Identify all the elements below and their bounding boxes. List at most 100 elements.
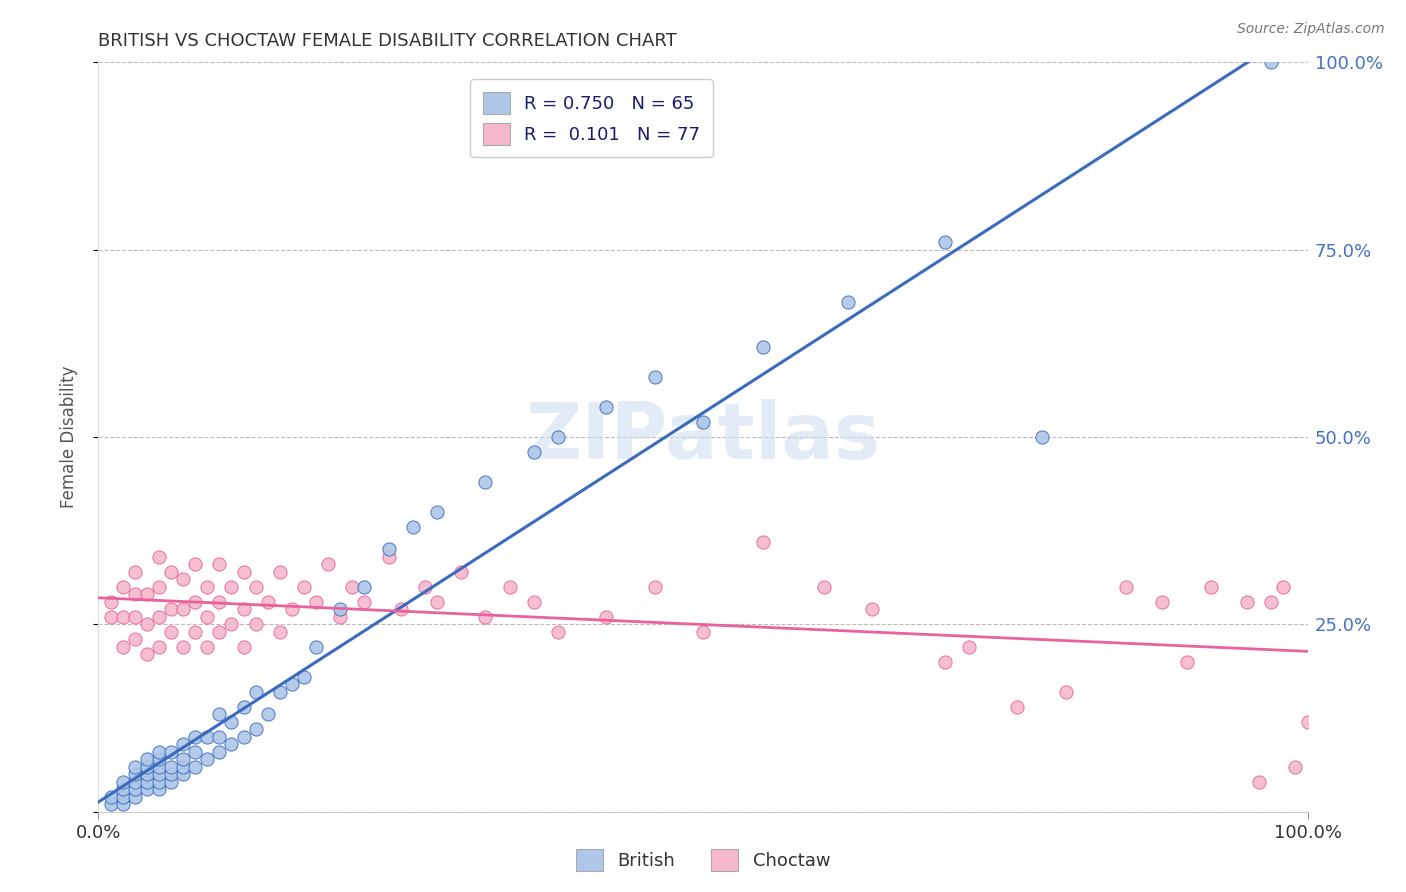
Point — [111, 789, 134, 804]
Point — [281, 677, 304, 691]
Point — [1260, 595, 1282, 609]
Point — [692, 624, 714, 639]
Point — [547, 430, 569, 444]
Point — [752, 340, 775, 354]
Point — [450, 565, 472, 579]
Point — [160, 774, 183, 789]
Point — [426, 505, 449, 519]
Point — [1007, 699, 1029, 714]
Point — [523, 445, 546, 459]
Point — [934, 655, 956, 669]
Point — [644, 370, 666, 384]
Point — [692, 415, 714, 429]
Point — [221, 617, 243, 632]
Point — [195, 730, 218, 744]
Point — [124, 632, 146, 647]
Point — [1054, 685, 1077, 699]
Point — [426, 595, 449, 609]
Point — [184, 730, 207, 744]
Point — [232, 699, 254, 714]
Text: ZIPatlas: ZIPatlas — [526, 399, 880, 475]
Point — [208, 730, 231, 744]
Point — [148, 549, 170, 564]
Point — [1272, 580, 1295, 594]
Point — [148, 640, 170, 654]
Point — [208, 707, 231, 722]
Point — [644, 580, 666, 594]
Point — [305, 595, 328, 609]
Point — [111, 610, 134, 624]
Point — [160, 745, 183, 759]
Legend: R = 0.750   N = 65, R =  0.101   N = 77: R = 0.750 N = 65, R = 0.101 N = 77 — [470, 79, 713, 157]
Point — [172, 737, 194, 751]
Point — [1031, 430, 1053, 444]
Point — [111, 782, 134, 797]
Point — [342, 580, 364, 594]
Point — [172, 760, 194, 774]
Point — [752, 535, 775, 549]
Point — [124, 565, 146, 579]
Point — [111, 774, 134, 789]
Point — [135, 774, 157, 789]
Point — [1260, 55, 1282, 70]
Point — [232, 565, 254, 579]
Point — [111, 640, 134, 654]
Point — [1236, 595, 1258, 609]
Point — [172, 602, 194, 616]
Point — [124, 774, 146, 789]
Point — [172, 752, 194, 766]
Point — [1115, 580, 1137, 594]
Point — [245, 685, 267, 699]
Point — [111, 580, 134, 594]
Point — [124, 767, 146, 781]
Point — [208, 558, 231, 572]
Point — [245, 580, 267, 594]
Point — [413, 580, 436, 594]
Point — [124, 782, 146, 797]
Point — [957, 640, 980, 654]
Point — [245, 617, 267, 632]
Point — [184, 745, 207, 759]
Point — [172, 573, 194, 587]
Point — [100, 610, 122, 624]
Point — [160, 565, 183, 579]
Point — [148, 782, 170, 797]
Point — [269, 624, 291, 639]
Point — [184, 558, 207, 572]
Point — [124, 587, 146, 601]
Point — [595, 400, 617, 414]
Point — [160, 602, 183, 616]
Point — [135, 648, 157, 662]
Point — [232, 640, 254, 654]
Point — [184, 624, 207, 639]
Point — [160, 767, 183, 781]
Point — [148, 745, 170, 759]
Point — [208, 624, 231, 639]
Point — [281, 602, 304, 616]
Point — [377, 542, 399, 557]
Y-axis label: Female Disability: Female Disability — [59, 366, 77, 508]
Point — [1284, 760, 1306, 774]
Point — [135, 617, 157, 632]
Point — [292, 580, 315, 594]
Point — [813, 580, 835, 594]
Point — [498, 580, 520, 594]
Text: BRITISH VS CHOCTAW FEMALE DISABILITY CORRELATION CHART: BRITISH VS CHOCTAW FEMALE DISABILITY COR… — [98, 32, 678, 50]
Point — [547, 624, 569, 639]
Point — [1249, 774, 1271, 789]
Point — [208, 745, 231, 759]
Point — [245, 723, 267, 737]
Point — [124, 789, 146, 804]
Point — [256, 707, 278, 722]
Point — [148, 752, 170, 766]
Point — [100, 789, 122, 804]
Point — [208, 595, 231, 609]
Point — [860, 602, 883, 616]
Point — [148, 580, 170, 594]
Point — [269, 565, 291, 579]
Point — [135, 587, 157, 601]
Point — [389, 602, 412, 616]
Point — [221, 714, 243, 729]
Point — [172, 767, 194, 781]
Point — [195, 610, 218, 624]
